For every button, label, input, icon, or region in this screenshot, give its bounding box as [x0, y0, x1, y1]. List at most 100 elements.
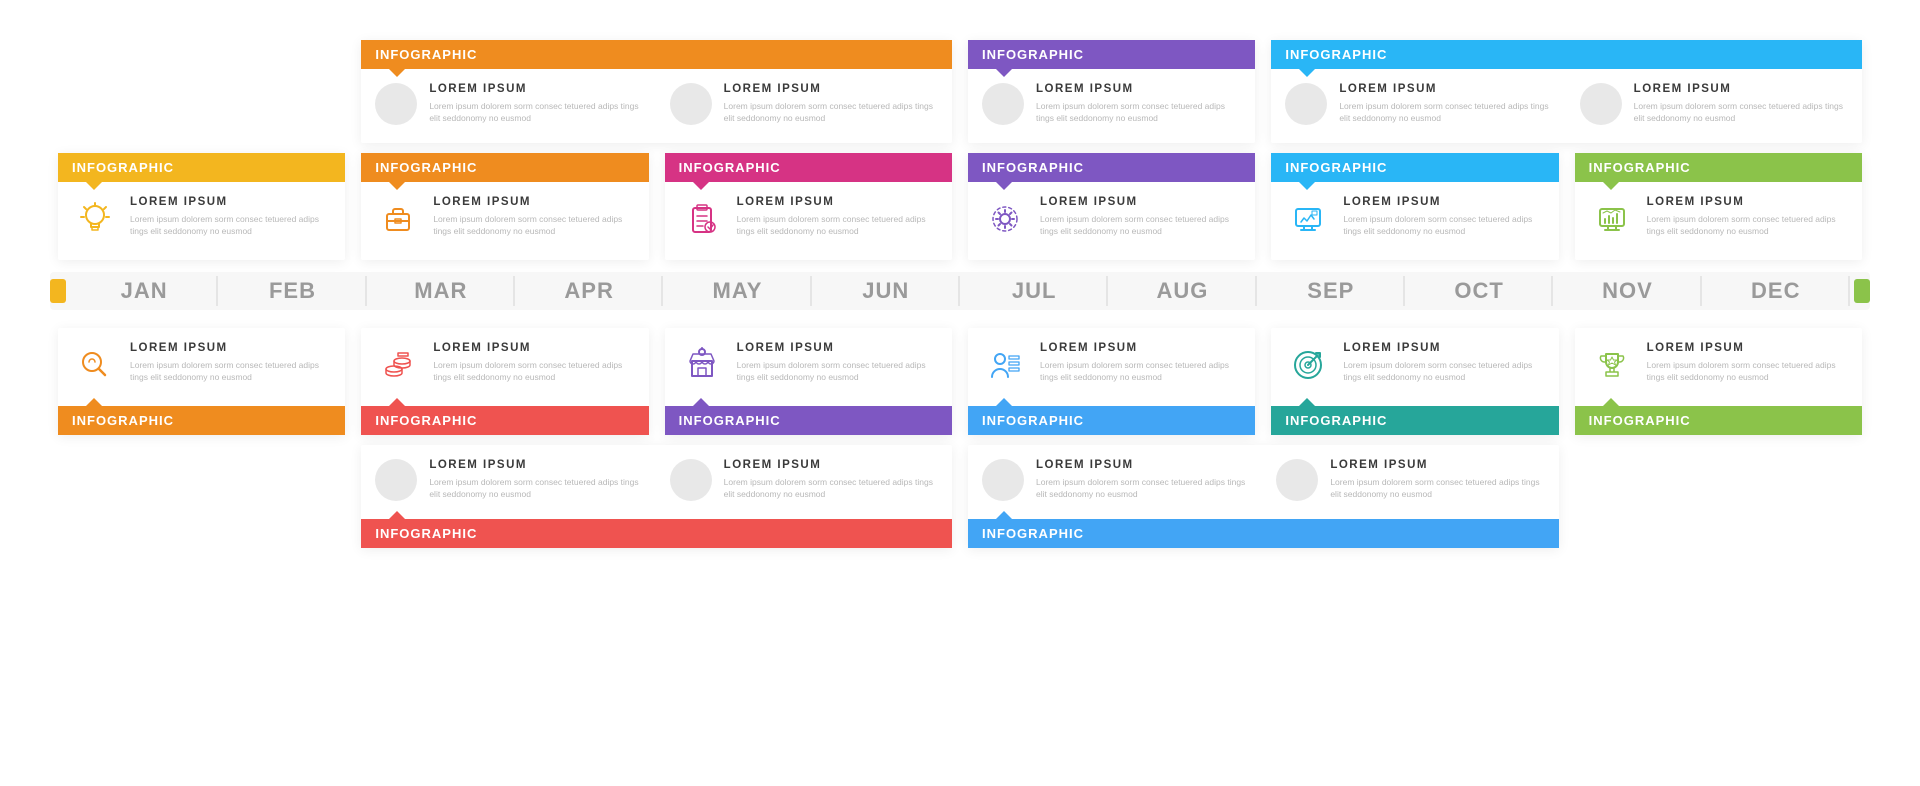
- item-title: LOREM IPSUM: [429, 459, 643, 471]
- info-card: LOREM IPSUM Lorem ipsum dolorem sorm cons…: [361, 328, 648, 435]
- item-title: LOREM IPSUM: [433, 342, 634, 354]
- month-jul: JUL: [960, 272, 1108, 310]
- timeline-infographic: INFOGRAPHIC LOREM IPSUM Lorem ipsum dolore…: [50, 40, 1870, 548]
- placeholder-circle-icon: [1285, 83, 1327, 125]
- info-card: INFOGRAPHIC LOREM IPSUM Lorem ipsum dolore…: [968, 40, 1255, 143]
- card-body: LOREM IPSUMLorem ipsum dolorem sorm cons…: [968, 182, 1255, 260]
- info-card: INFOGRAPHIC LOREM IPSUM Lorem ipsum dolore…: [58, 153, 345, 260]
- placeholder-circle-icon: [375, 459, 417, 501]
- item-desc: Lorem ipsum dolorem sorm consec tetuered…: [737, 360, 938, 384]
- store-icon: [679, 342, 725, 388]
- info-card: LOREM IPSUMLorem ipsum dolorem sorm cons…: [1575, 328, 1862, 435]
- item-desc: Lorem ipsum dolorem sorm consec tetuered…: [130, 214, 331, 238]
- item-title: LOREM IPSUM: [1343, 342, 1544, 354]
- info-card: INFOGRAPHICLOREM IPSUMLorem ipsum dolore…: [1271, 153, 1558, 260]
- item-desc: Lorem ipsum dolorem sorm consec tetuered…: [1040, 360, 1241, 384]
- item-desc: Lorem ipsum dolorem sorm consec tetuered…: [1330, 477, 1544, 501]
- item-title: LOREM IPSUM: [724, 459, 938, 471]
- item-title: LOREM IPSUM: [737, 342, 938, 354]
- month-mar: MAR: [367, 272, 515, 310]
- item-desc: Lorem ipsum dolorem sorm consec tetuered…: [1647, 214, 1848, 238]
- monitor-icon: [1285, 196, 1331, 242]
- clipboard-icon: [679, 196, 725, 242]
- item-title: LOREM IPSUM: [429, 83, 643, 95]
- item-title: LOREM IPSUM: [1330, 459, 1544, 471]
- item-title: LOREM IPSUM: [1343, 196, 1544, 208]
- info-card: INFOGRAPHIC LOREM IPSUM Lorem ipsum dolore…: [361, 40, 952, 143]
- card-header: INFOGRAPHIC: [968, 40, 1255, 69]
- item-desc: Lorem ipsum dolorem sorm consec tetuered…: [1647, 360, 1848, 384]
- info-card: INFOGRAPHICLOREM IPSUMLorem ipsum dolore…: [665, 153, 952, 260]
- info-card: INFOGRAPHICLOREM IPSUMLorem ipsum dolore…: [361, 153, 648, 260]
- card-body: LOREM IPSUM Lorem ipsum dolorem sorm cons…: [1575, 182, 1862, 260]
- coins-icon: [375, 342, 421, 388]
- info-card: LOREM IPSUMLorem ipsum dolorem sorm cons…: [1271, 328, 1558, 435]
- month-may: MAY: [663, 272, 811, 310]
- info-card: INFOGRAPHICLOREM IPSUMLorem ipsum dolore…: [968, 153, 1255, 260]
- item-title: LOREM IPSUM: [724, 83, 938, 95]
- card-header: INFOGRAPHIC: [968, 519, 1559, 548]
- card-body: LOREM IPSUM Lorem ipsum dolorem sorm cons…: [58, 182, 345, 260]
- card-body: LOREM IPSUM Lorem ipsum dolorem sorm cons…: [1271, 69, 1862, 143]
- card-body: LOREM IPSUM Lorem ipsum dolorem sorm cons…: [361, 445, 952, 519]
- item-desc: Lorem ipsum dolorem sorm consec tetuered…: [737, 214, 938, 238]
- item-desc: Lorem ipsum dolorem sorm consec tetuered…: [1339, 101, 1553, 125]
- briefcase-icon: [375, 196, 421, 242]
- item-desc: Lorem ipsum dolorem sorm consec tetuered…: [429, 477, 643, 501]
- info-card: INFOGRAPHIC LOREM IPSUM Lorem ipsum dolore…: [1271, 40, 1862, 143]
- item-title: LOREM IPSUM: [1036, 459, 1250, 471]
- placeholder-circle-icon: [1580, 83, 1622, 125]
- item-title: LOREM IPSUM: [1634, 83, 1848, 95]
- month-nov: NOV: [1553, 272, 1701, 310]
- placeholder-circle-icon: [982, 459, 1024, 501]
- timeline-cap-right: [1854, 279, 1870, 303]
- item-desc: Lorem ipsum dolorem sorm consec tetuered…: [433, 360, 634, 384]
- card-body: LOREM IPSUMLorem ipsum dolorem sorm cons…: [1271, 328, 1558, 406]
- card-header: INFOGRAPHIC: [968, 406, 1255, 435]
- dashboard-icon: [1589, 196, 1635, 242]
- month-jun: JUN: [812, 272, 960, 310]
- card-header: INFOGRAPHIC: [665, 406, 952, 435]
- bulb-icon: [72, 196, 118, 242]
- item-desc: Lorem ipsum dolorem sorm consec tetuered…: [724, 477, 938, 501]
- card-header: INFOGRAPHIC: [665, 153, 952, 182]
- item-desc: Lorem ipsum dolorem sorm consec tetuered…: [1036, 477, 1250, 501]
- card-header: INFOGRAPHIC: [1271, 40, 1862, 69]
- item-title: LOREM IPSUM: [1647, 196, 1848, 208]
- item-title: LOREM IPSUM: [1339, 83, 1553, 95]
- item-title: LOREM IPSUM: [130, 196, 331, 208]
- item-desc: Lorem ipsum dolorem sorm consec tetuered…: [429, 101, 643, 125]
- trophy-icon: [1589, 342, 1635, 388]
- top-single-row: INFOGRAPHIC LOREM IPSUM Lorem ipsum dolore…: [50, 153, 1870, 260]
- card-header: INFOGRAPHIC: [361, 153, 648, 182]
- card-header: INFOGRAPHIC: [361, 406, 648, 435]
- card-header: INFOGRAPHIC: [1575, 153, 1862, 182]
- bottom-wide-row: LOREM IPSUM Lorem ipsum dolorem sorm cons…: [50, 445, 1870, 548]
- item-title: LOREM IPSUM: [1040, 196, 1241, 208]
- item-title: LOREM IPSUM: [1040, 342, 1241, 354]
- card-header: INFOGRAPHIC: [58, 153, 345, 182]
- card-header: INFOGRAPHIC: [968, 153, 1255, 182]
- info-card: INFOGRAPHIC LOREM IPSUM Lorem ipsum dolore…: [1575, 153, 1862, 260]
- info-card: LOREM IPSUM Lorem ipsum dolorem sorm cons…: [968, 328, 1255, 435]
- card-header: INFOGRAPHIC: [1271, 406, 1558, 435]
- item-title: LOREM IPSUM: [1036, 83, 1241, 95]
- card-header: INFOGRAPHIC: [58, 406, 345, 435]
- timeline-cap-left: [50, 279, 66, 303]
- info-card: LOREM IPSUMLorem ipsum dolorem sorm cons…: [58, 328, 345, 435]
- search-icon: [72, 342, 118, 388]
- placeholder-circle-icon: [670, 459, 712, 501]
- month-aug: AUG: [1108, 272, 1256, 310]
- card-body: LOREM IPSUM Lorem ipsum dolorem sorm cons…: [361, 69, 952, 143]
- item-title: LOREM IPSUM: [433, 196, 634, 208]
- card-body: LOREM IPSUMLorem ipsum dolorem sorm cons…: [361, 182, 648, 260]
- item-desc: Lorem ipsum dolorem sorm consec tetuered…: [724, 101, 938, 125]
- card-header: INFOGRAPHIC: [361, 40, 952, 69]
- month-jan: JAN: [70, 272, 218, 310]
- card-body: LOREM IPSUM Lorem ipsum dolorem sorm cons…: [968, 445, 1559, 519]
- card-header: INFOGRAPHIC: [361, 519, 952, 548]
- info-card: LOREM IPSUM Lorem ipsum dolorem sorm cons…: [968, 445, 1559, 548]
- item-title: LOREM IPSUM: [130, 342, 331, 354]
- item-desc: Lorem ipsum dolorem sorm consec tetuered…: [1036, 101, 1241, 125]
- placeholder-circle-icon: [375, 83, 417, 125]
